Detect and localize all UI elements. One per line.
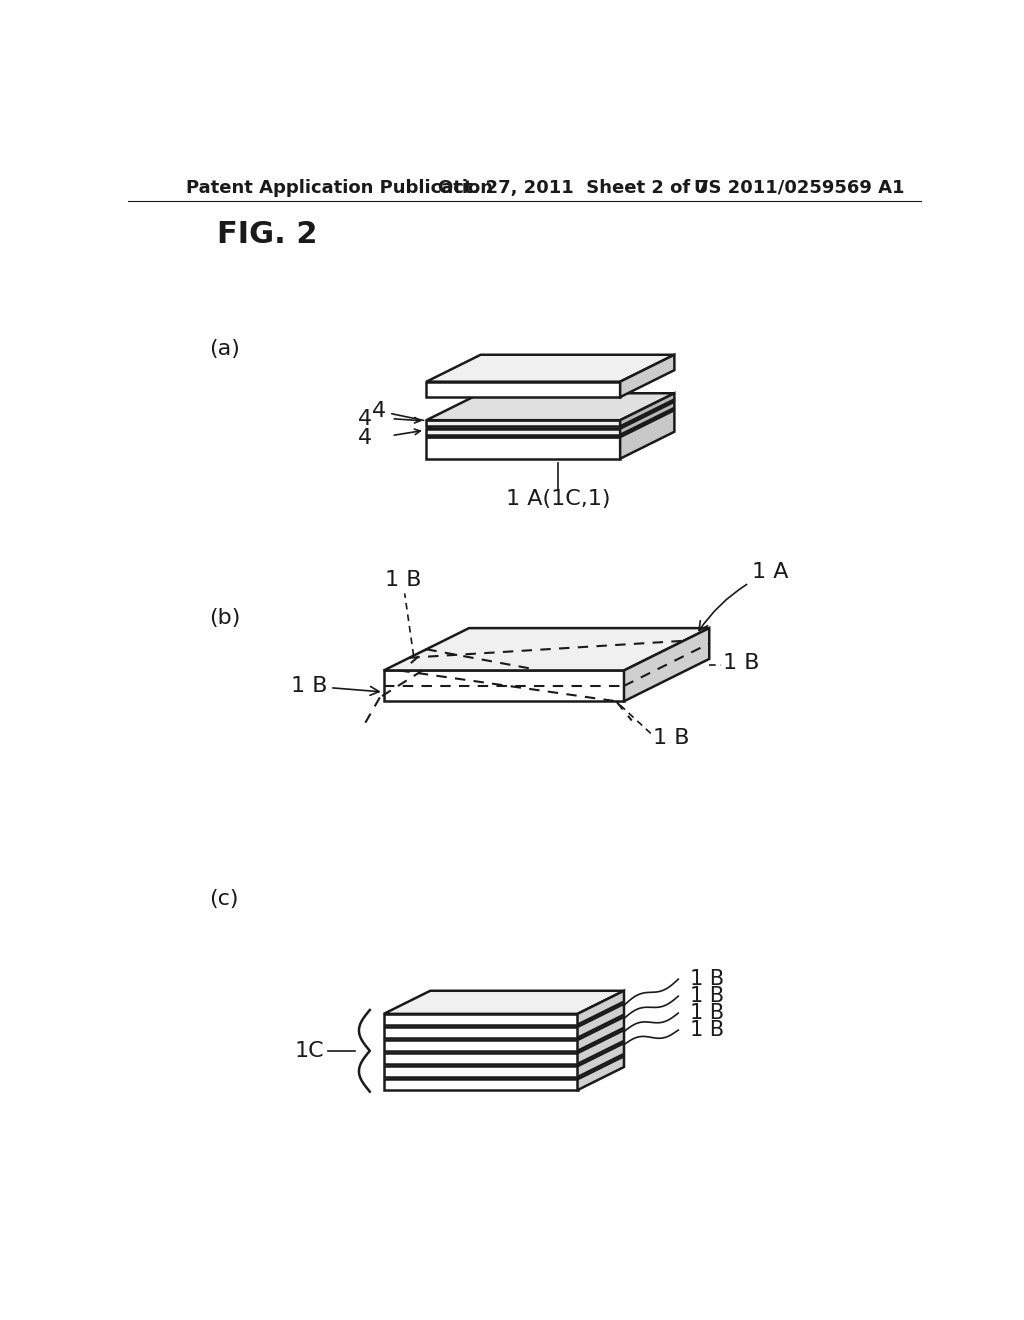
Text: (a): (a): [209, 339, 241, 359]
Polygon shape: [384, 1080, 578, 1090]
Text: 1C: 1C: [295, 1041, 324, 1061]
Text: 4: 4: [358, 409, 373, 429]
Polygon shape: [578, 1016, 624, 1051]
Polygon shape: [426, 355, 675, 381]
Polygon shape: [426, 420, 621, 426]
Polygon shape: [621, 411, 675, 459]
Polygon shape: [578, 1030, 624, 1064]
Polygon shape: [426, 411, 675, 437]
Text: 1 B: 1 B: [291, 676, 379, 696]
Polygon shape: [621, 401, 675, 434]
Polygon shape: [578, 991, 624, 1024]
Text: Patent Application Publication: Patent Application Publication: [186, 178, 494, 197]
Polygon shape: [624, 628, 710, 701]
Polygon shape: [384, 991, 624, 1014]
Polygon shape: [384, 1014, 578, 1024]
Text: 1 B: 1 B: [385, 570, 422, 590]
Text: 1 B: 1 B: [723, 652, 760, 672]
Polygon shape: [384, 1027, 578, 1038]
Polygon shape: [578, 1056, 624, 1090]
Polygon shape: [426, 401, 675, 429]
Polygon shape: [384, 628, 710, 671]
Polygon shape: [621, 355, 675, 397]
Polygon shape: [384, 1040, 578, 1051]
Text: 1 B: 1 B: [690, 1020, 724, 1040]
Text: 1 B: 1 B: [690, 986, 724, 1006]
Text: FIG. 2: FIG. 2: [217, 220, 317, 249]
Text: 1 A(1C,1): 1 A(1C,1): [506, 488, 610, 510]
Text: 1 B: 1 B: [690, 969, 724, 989]
Polygon shape: [578, 1003, 624, 1038]
Text: US 2011/0259569 A1: US 2011/0259569 A1: [693, 178, 904, 197]
Polygon shape: [578, 1043, 624, 1077]
Polygon shape: [621, 393, 675, 426]
Polygon shape: [426, 381, 621, 397]
Text: 4: 4: [358, 428, 373, 447]
Polygon shape: [384, 1067, 578, 1077]
Text: (c): (c): [209, 890, 239, 909]
Text: 1 B: 1 B: [690, 1003, 724, 1023]
Polygon shape: [426, 437, 621, 459]
Text: 4: 4: [372, 401, 424, 421]
Text: (b): (b): [209, 609, 241, 628]
Text: Oct. 27, 2011  Sheet 2 of 7: Oct. 27, 2011 Sheet 2 of 7: [438, 178, 709, 197]
Text: 1 B: 1 B: [653, 727, 690, 747]
Text: 1 A: 1 A: [699, 562, 788, 631]
Polygon shape: [426, 429, 621, 434]
Polygon shape: [384, 1053, 578, 1064]
Polygon shape: [426, 393, 675, 420]
Polygon shape: [384, 671, 624, 701]
